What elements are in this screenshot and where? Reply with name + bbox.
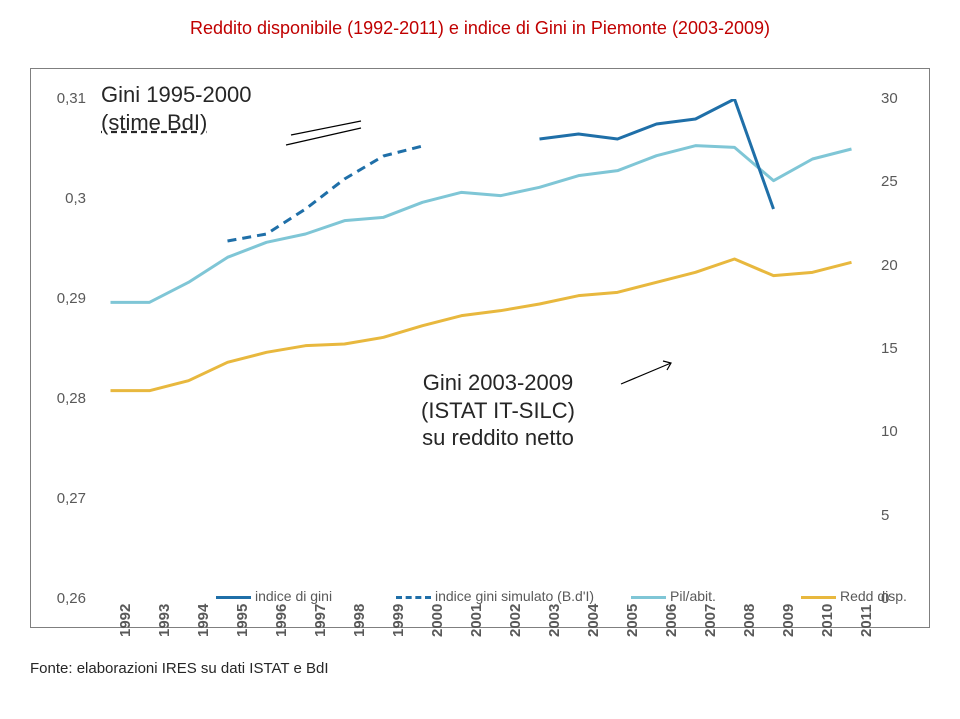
legend-swatch bbox=[801, 596, 836, 599]
x-tick: 1996 bbox=[273, 604, 290, 637]
legend-label: Pil/abit. bbox=[670, 588, 716, 604]
x-tick: 1994 bbox=[195, 604, 212, 637]
y-left-tick: 0,31 bbox=[36, 90, 86, 107]
legend-item: Redd disp. bbox=[801, 588, 907, 604]
x-tick: 1998 bbox=[351, 604, 368, 637]
x-tick: 2010 bbox=[819, 604, 836, 637]
legend-item: Pil/abit. bbox=[631, 588, 716, 604]
legend-item: indice di gini bbox=[216, 588, 332, 604]
y-left-tick: 0,29 bbox=[36, 290, 86, 307]
x-tick: 2008 bbox=[741, 604, 758, 637]
y-right-tick: 10 bbox=[881, 423, 921, 440]
annotation-gini-istat: Gini 2003-2009 (ISTAT IT-SILC) su reddit… bbox=[421, 369, 575, 452]
x-tick: 2007 bbox=[702, 604, 719, 637]
x-tick: 1999 bbox=[390, 604, 407, 637]
legend-label: indice di gini bbox=[255, 588, 332, 604]
x-tick: 2006 bbox=[663, 604, 680, 637]
plot-area bbox=[91, 99, 871, 599]
x-tick: 2005 bbox=[624, 604, 641, 637]
legend-label: indice gini simulato (B.d'I) bbox=[435, 588, 594, 604]
y-right-tick: 30 bbox=[881, 90, 921, 107]
y-left-tick: 0,27 bbox=[36, 490, 86, 507]
legend-swatch bbox=[216, 596, 251, 599]
x-tick: 2003 bbox=[546, 604, 563, 637]
y-right-tick: 25 bbox=[881, 173, 921, 190]
y-right-tick: 20 bbox=[881, 257, 921, 274]
y-right-tick: 5 bbox=[881, 507, 921, 524]
x-tick: 1997 bbox=[312, 604, 329, 637]
y-left-tick: 0,26 bbox=[36, 590, 86, 607]
y-left-tick: 0,3 bbox=[36, 190, 86, 207]
x-tick: 2011 bbox=[858, 604, 875, 637]
x-tick: 1995 bbox=[234, 604, 251, 637]
x-tick: 1993 bbox=[156, 604, 173, 637]
chart-frame: Gini 1995-2000 (stime BdI) Gini 2003-200… bbox=[30, 68, 930, 628]
legend-swatch bbox=[396, 596, 431, 599]
x-tick: 2002 bbox=[507, 604, 524, 637]
y-right-tick: 15 bbox=[881, 340, 921, 357]
plot-svg bbox=[91, 99, 871, 599]
chart-title: Reddito disponibile (1992-2011) e indice… bbox=[0, 18, 960, 39]
series-Pil/abit. bbox=[111, 146, 852, 303]
x-tick: 2001 bbox=[468, 604, 485, 637]
x-tick: 2000 bbox=[429, 604, 446, 637]
series-indice di gini bbox=[540, 99, 774, 209]
legend-label: Redd disp. bbox=[840, 588, 907, 604]
y-left-tick: 0,28 bbox=[36, 390, 86, 407]
footer-source: Fonte: elaborazioni IRES su dati ISTAT e… bbox=[30, 660, 328, 677]
x-tick: 2009 bbox=[780, 604, 797, 637]
x-tick: 1992 bbox=[117, 604, 134, 637]
legend-swatch bbox=[631, 596, 666, 599]
legend-item: indice gini simulato (B.d'I) bbox=[396, 588, 594, 604]
x-tick: 2004 bbox=[585, 604, 602, 637]
annotation-gini-bdi: Gini 1995-2000 (stime BdI) bbox=[101, 81, 251, 136]
